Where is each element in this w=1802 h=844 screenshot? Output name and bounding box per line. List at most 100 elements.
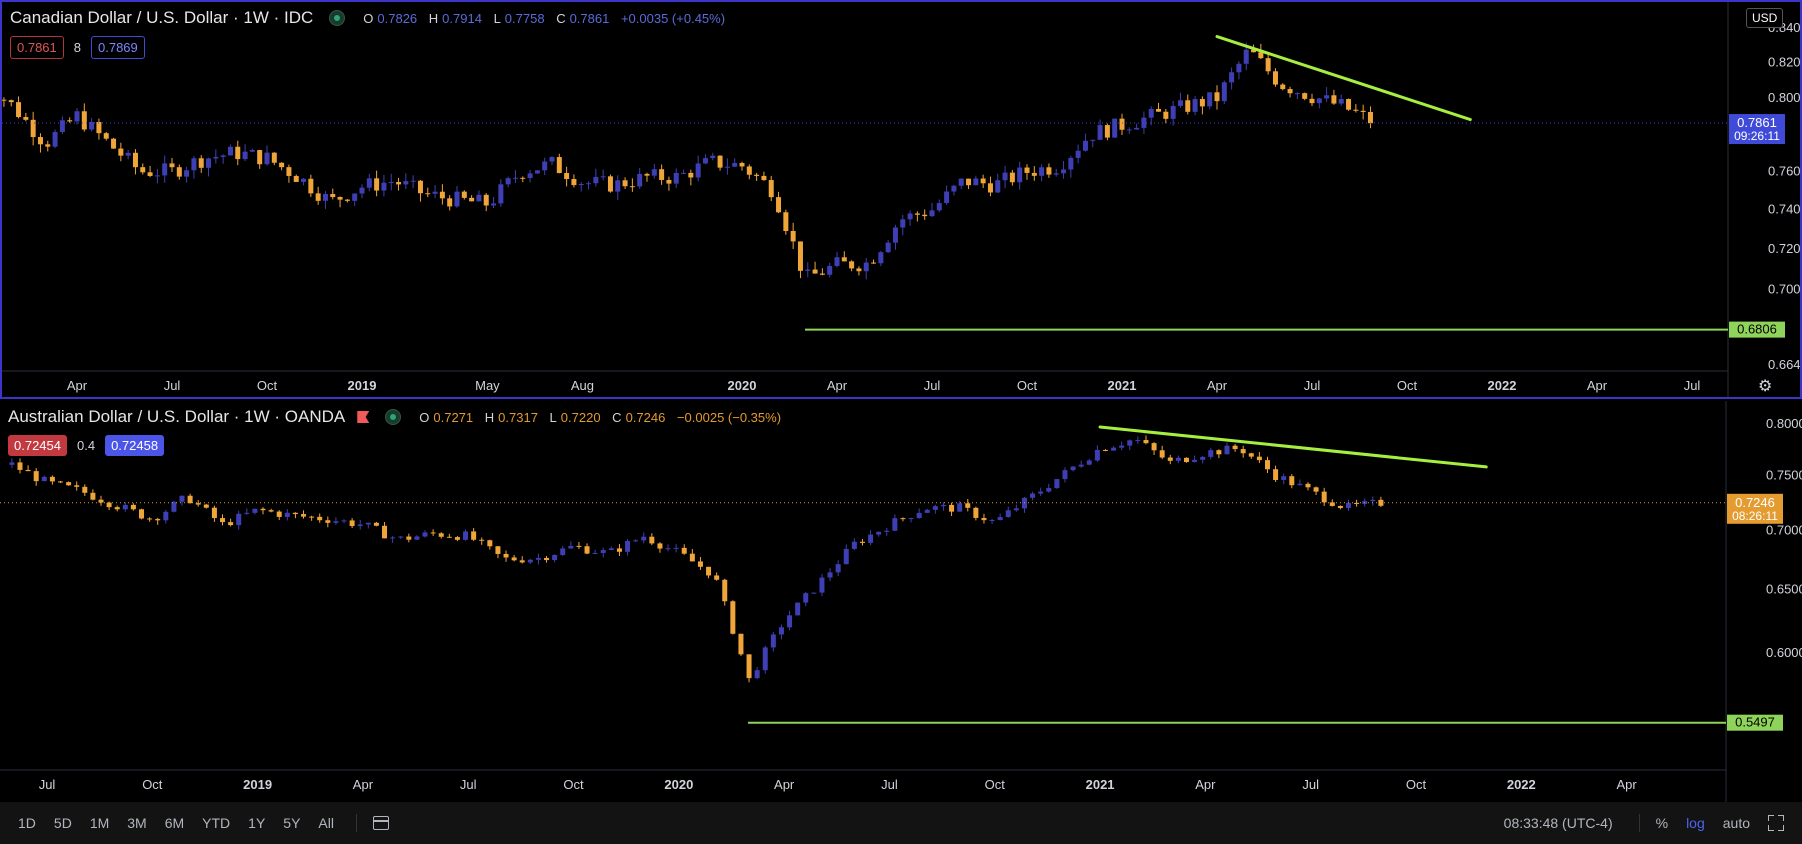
candle-body xyxy=(811,592,817,594)
change-value: −0.0025 (−0.35%) xyxy=(676,409,782,425)
market-status-icon[interactable] xyxy=(329,10,346,26)
range-5d-button[interactable]: 5D xyxy=(53,815,72,831)
candle-body xyxy=(710,155,716,159)
candle-body xyxy=(2,99,7,101)
candle-body xyxy=(227,146,233,156)
symbol-title[interactable]: Canadian Dollar / U.S. Dollar · 1W · IDC xyxy=(10,8,314,27)
candle-body xyxy=(1354,502,1360,504)
x-tick-label: Apr xyxy=(1207,378,1228,393)
trendline xyxy=(1215,35,1472,122)
settings-gear-icon[interactable]: ⚙ xyxy=(1758,378,1773,395)
candle-body xyxy=(803,593,809,603)
candle-body xyxy=(228,522,234,526)
fullscreen-icon[interactable] xyxy=(1768,815,1784,831)
x-tick-label: Oct xyxy=(1017,378,1038,393)
candle-body xyxy=(17,462,23,470)
candle-body xyxy=(1367,111,1373,124)
range-1m-button[interactable]: 1M xyxy=(89,815,110,831)
candle-body xyxy=(118,148,124,156)
candle-body xyxy=(892,518,898,531)
range-1d-button[interactable]: 1D xyxy=(18,815,36,831)
flag-icon[interactable] xyxy=(357,411,370,423)
x-tick-label: 2022 xyxy=(1488,378,1517,393)
candle-body xyxy=(268,510,274,512)
candle-body xyxy=(125,152,131,156)
audusd-chart-canvas[interactable]: 0.8000 0.7500 0.7000 0.6500 0.6000 Jul Oct 2019… xyxy=(0,401,1802,802)
candle-body xyxy=(1046,488,1052,492)
candle-body xyxy=(1126,129,1132,131)
log-scale-button[interactable]: log xyxy=(1686,815,1705,831)
x-tick-label: Jul xyxy=(460,777,477,792)
candle-body xyxy=(81,111,87,130)
candle-body xyxy=(762,647,768,671)
x-tick-label: Jul xyxy=(164,378,181,393)
candle-body xyxy=(33,471,39,482)
range-6m-button[interactable]: 6M xyxy=(164,815,185,831)
cadusd-chart-pane[interactable]: 0.84000.82000.80000.76000.74000.72000.70… xyxy=(0,0,1802,399)
candle-body xyxy=(132,152,138,168)
candle-body xyxy=(1313,487,1319,492)
candle-body xyxy=(337,197,343,200)
candle-body xyxy=(487,540,493,547)
candle-body xyxy=(511,557,517,561)
range-5y-button[interactable]: 5Y xyxy=(283,815,301,831)
spread-value: 0.4 xyxy=(77,438,96,453)
sell-button[interactable]: 0.72454 xyxy=(8,435,67,456)
currency-button[interactable]: USD xyxy=(1746,8,1784,28)
candle-body xyxy=(469,197,475,202)
audusd-chart-pane[interactable]: 0.8000 0.7500 0.7000 0.6500 0.6000 Jul Oct 2019… xyxy=(0,401,1802,802)
candle-body xyxy=(1305,483,1311,488)
buy-button[interactable]: 0.7869 xyxy=(91,36,145,59)
buy-button[interactable]: 0.72458 xyxy=(105,435,165,456)
candle-body xyxy=(1102,449,1108,451)
candle-body xyxy=(1046,167,1052,175)
candle-body xyxy=(89,121,95,130)
candle-body xyxy=(665,548,671,550)
range-all-button[interactable]: All xyxy=(318,815,334,831)
candle-body xyxy=(447,198,453,207)
x-tick-label: 2022 xyxy=(1507,777,1536,792)
range-ytd-button[interactable]: YTD xyxy=(202,815,231,831)
candle-body xyxy=(1272,71,1278,85)
candle-body xyxy=(308,178,314,194)
candle-body xyxy=(23,117,29,120)
candle-body xyxy=(66,482,72,486)
candle-body xyxy=(37,137,43,145)
candle-body xyxy=(936,203,942,211)
range-1y-button[interactable]: 1Y xyxy=(248,815,266,831)
candle-body xyxy=(534,170,540,174)
percent-scale-button[interactable]: % xyxy=(1655,815,1669,831)
candle-body xyxy=(527,559,533,563)
clock-timezone[interactable]: 08:33:48 (UTC-4) xyxy=(1503,815,1613,831)
symbol-title[interactable]: Australian Dollar / U.S. Dollar · 1W · O… xyxy=(8,407,346,426)
calendar-icon[interactable] xyxy=(372,816,389,830)
candle-body xyxy=(103,133,109,139)
candle-body xyxy=(578,184,584,186)
market-status-icon[interactable] xyxy=(385,409,402,425)
cadusd-chart-canvas[interactable]: 0.84000.82000.80000.76000.74000.72000.70… xyxy=(2,2,1800,397)
candle-body xyxy=(549,157,555,162)
candle-body xyxy=(568,545,574,549)
candle-body xyxy=(633,540,639,542)
y-tick-label: 0.6000 xyxy=(1766,645,1802,660)
candle-body xyxy=(479,539,485,541)
candle-body xyxy=(649,536,655,544)
range-3m-button[interactable]: 3M xyxy=(127,815,147,831)
last-price-tag xyxy=(1729,114,1785,145)
candle-body xyxy=(191,158,197,171)
candle-body xyxy=(503,553,509,558)
candles xyxy=(9,435,1384,683)
candle-body xyxy=(1112,118,1118,138)
auto-scale-button[interactable]: auto xyxy=(1722,815,1750,831)
candle-body xyxy=(1119,118,1125,130)
candle-body xyxy=(244,512,250,514)
candle-body xyxy=(284,512,290,517)
candle-body xyxy=(1264,460,1270,470)
candle-body xyxy=(812,269,818,274)
sell-button[interactable]: 0.7861 xyxy=(10,36,64,59)
candle-body xyxy=(1251,49,1257,53)
candle-body xyxy=(892,227,898,243)
candle-body xyxy=(59,120,65,132)
candle-body xyxy=(795,602,801,616)
